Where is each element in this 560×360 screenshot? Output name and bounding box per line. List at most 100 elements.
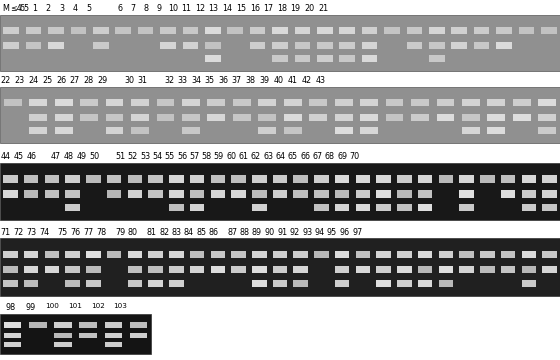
Text: 12: 12	[195, 4, 205, 13]
Bar	[335, 251, 349, 258]
Bar	[314, 190, 329, 198]
Bar	[105, 333, 122, 338]
Bar	[66, 279, 80, 287]
Text: 102: 102	[91, 303, 105, 309]
Text: 26: 26	[56, 76, 66, 85]
Bar	[211, 175, 225, 183]
Bar	[205, 27, 221, 34]
Text: 22: 22	[1, 76, 11, 85]
Bar	[86, 175, 101, 183]
Bar	[317, 42, 333, 49]
Bar	[339, 27, 355, 34]
Bar	[258, 99, 276, 106]
Text: 82: 82	[159, 228, 169, 237]
Text: 25: 25	[42, 76, 52, 85]
Bar	[451, 42, 467, 49]
Bar	[397, 251, 412, 258]
Bar	[438, 266, 453, 273]
Text: 65: 65	[288, 152, 298, 161]
Bar	[3, 279, 17, 287]
Text: 89: 89	[252, 228, 262, 237]
Text: 47: 47	[50, 152, 60, 161]
Bar	[252, 175, 267, 183]
Text: 21: 21	[319, 4, 329, 13]
Bar	[273, 251, 287, 258]
Text: 76: 76	[71, 228, 81, 237]
Text: 9: 9	[156, 4, 162, 13]
Bar	[190, 190, 204, 198]
Text: 66: 66	[300, 152, 310, 161]
Bar	[397, 266, 412, 273]
Bar	[252, 204, 267, 211]
Bar	[376, 190, 391, 198]
Bar	[513, 114, 531, 121]
Text: 60: 60	[226, 152, 236, 161]
Text: 96: 96	[339, 228, 349, 237]
Text: 46: 46	[26, 152, 36, 161]
Bar	[26, 42, 41, 49]
Text: 5: 5	[86, 4, 92, 13]
Bar	[521, 190, 536, 198]
Text: 28: 28	[83, 76, 94, 85]
Bar	[487, 127, 505, 134]
Bar	[273, 190, 287, 198]
Text: 53: 53	[140, 152, 150, 161]
Text: 4: 4	[73, 4, 78, 13]
Bar	[273, 279, 287, 287]
Text: 45: 45	[13, 152, 24, 161]
Bar	[80, 99, 98, 106]
Text: 98: 98	[5, 303, 15, 312]
Text: 74: 74	[39, 228, 49, 237]
Text: 3: 3	[60, 4, 64, 13]
Bar	[397, 279, 412, 287]
Bar	[438, 175, 453, 183]
Text: 92: 92	[290, 228, 300, 237]
Bar	[93, 27, 109, 34]
Bar	[284, 114, 302, 121]
Text: 49: 49	[76, 152, 86, 161]
Bar	[339, 42, 355, 49]
Bar	[501, 175, 515, 183]
Bar	[295, 42, 310, 49]
Bar	[160, 27, 176, 34]
Text: 23: 23	[14, 76, 24, 85]
Bar	[418, 190, 432, 198]
Bar	[293, 190, 308, 198]
Text: 93: 93	[302, 228, 312, 237]
Bar	[462, 114, 480, 121]
Bar	[386, 114, 403, 121]
Text: 95: 95	[327, 228, 337, 237]
Text: 70: 70	[349, 152, 360, 161]
Bar	[160, 42, 176, 49]
Bar	[29, 99, 47, 106]
Text: 15: 15	[236, 4, 246, 13]
Bar	[543, 251, 557, 258]
Bar	[128, 251, 142, 258]
Bar	[3, 42, 19, 49]
Bar	[190, 251, 204, 258]
Bar	[418, 279, 432, 287]
Text: 63: 63	[263, 152, 273, 161]
Bar	[376, 204, 391, 211]
Text: 37: 37	[232, 76, 242, 85]
Text: 64: 64	[276, 152, 286, 161]
Bar	[80, 333, 97, 338]
Text: 2: 2	[45, 4, 50, 13]
Bar	[543, 175, 557, 183]
Bar	[519, 27, 534, 34]
Text: 34: 34	[191, 76, 201, 85]
Bar	[148, 190, 163, 198]
Bar	[314, 251, 329, 258]
Bar	[339, 55, 355, 62]
Bar	[317, 55, 333, 62]
Bar	[411, 99, 429, 106]
Bar	[207, 99, 225, 106]
Bar	[360, 127, 378, 134]
Bar	[360, 114, 378, 121]
Text: 61: 61	[239, 152, 249, 161]
Text: 73: 73	[26, 228, 36, 237]
Bar	[211, 190, 225, 198]
Bar	[293, 251, 308, 258]
Bar	[376, 279, 391, 287]
Bar	[496, 42, 512, 49]
